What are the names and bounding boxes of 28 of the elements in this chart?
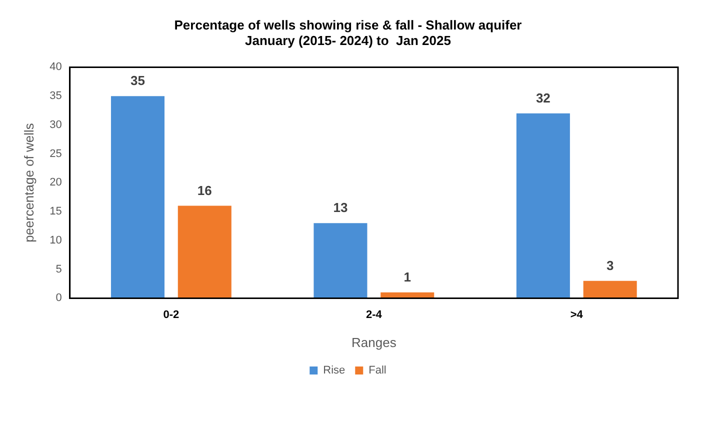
chart-title: Percentage of wells showing rise & fall - Shallow aquifer January (2015- 2024) to Jan 2025	[174, 17, 522, 48]
bar	[583, 280, 637, 298]
data-label: 16	[197, 182, 212, 198]
y-tick-label: 15	[50, 206, 62, 218]
y-tick-label: 5	[56, 263, 62, 276]
x-axis-title: Ranges	[352, 334, 397, 350]
y-tick-label: 10	[50, 234, 62, 246]
x-tick-label: 2-4	[366, 308, 383, 321]
bar	[516, 113, 570, 298]
bar	[314, 223, 368, 298]
y-tick-label: 20	[50, 176, 62, 189]
legend-label: Fall	[368, 364, 386, 377]
x-tick-label: 0-2	[163, 308, 180, 321]
data-label: 13	[333, 200, 348, 216]
y-axis-title: peercentage of wells	[21, 122, 36, 242]
data-label: 3	[606, 258, 614, 273]
y-tick-label: 0	[56, 292, 62, 304]
data-label: 32	[536, 90, 550, 106]
bar	[178, 206, 232, 298]
bar	[110, 96, 165, 298]
y-tick-label: 25	[50, 148, 62, 160]
data-label: 1	[404, 270, 411, 285]
x-tick-label: >4	[570, 308, 584, 321]
y-tick-label: 30	[50, 118, 62, 131]
legend-label: Rise	[323, 364, 346, 377]
y-tick-label: 40	[50, 61, 62, 74]
y-tick-label: 35	[50, 90, 62, 102]
data-label: 35	[130, 73, 145, 88]
